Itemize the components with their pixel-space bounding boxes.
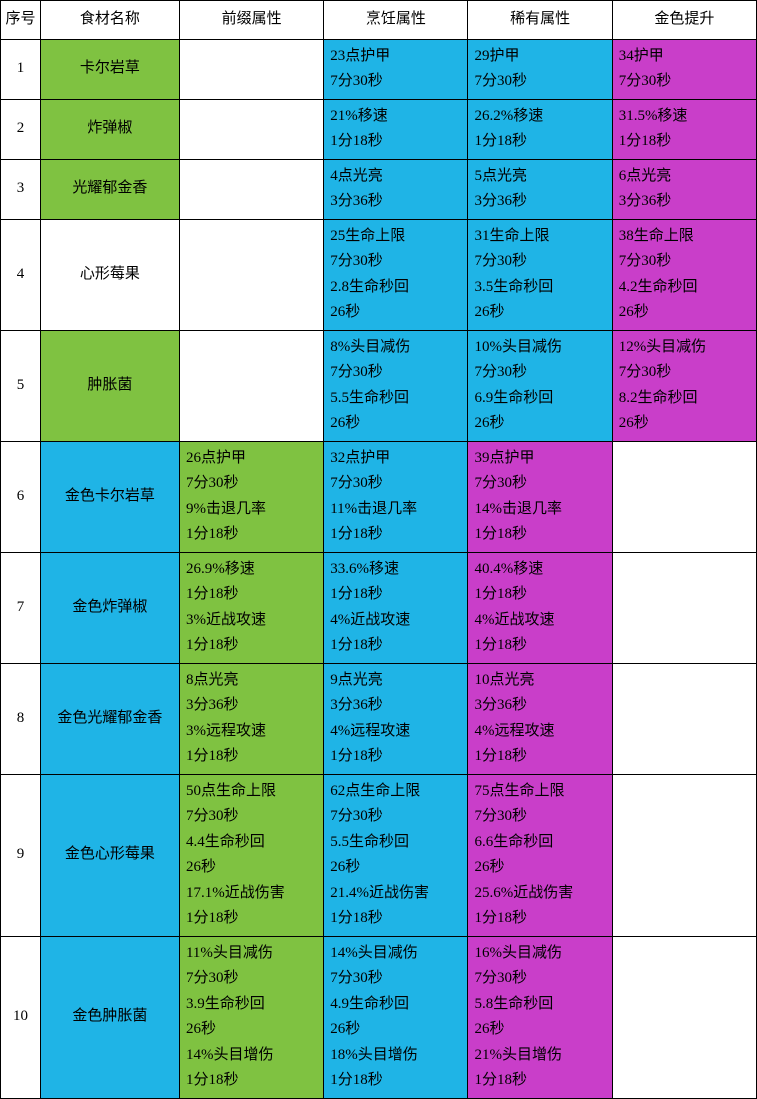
table-row: 1卡尔岩草 23点护甲7分30秒29护甲7分30秒34护甲7分30秒 [1, 39, 757, 99]
cook-attr: 62点生命上限7分30秒5.5生命秒回26秒21.4%近战伤害1分18秒 [324, 774, 468, 936]
rare-attr: 75点生命上限7分30秒6.6生命秒回26秒25.6%近战伤害1分18秒 [468, 774, 612, 936]
ingredient-name: 金色肿胀菌 [40, 936, 179, 1098]
header-prefix: 前缀属性 [179, 1, 323, 40]
cook-attr: 32点护甲7分30秒11%击退几率1分18秒 [324, 441, 468, 552]
rare-attr: 29护甲7分30秒 [468, 39, 612, 99]
prefix-attr: 26点护甲7分30秒9%击退几率1分18秒 [179, 441, 323, 552]
cook-attr: 14%头目减伤7分30秒4.9生命秒回26秒18%头目增伤1分18秒 [324, 936, 468, 1098]
header-gold: 金色提升 [612, 1, 756, 40]
table-row: 9金色心形莓果50点生命上限7分30秒4.4生命秒回26秒17.1%近战伤害1分… [1, 774, 757, 936]
table-row: 7金色炸弹椒26.9%移速1分18秒3%近战攻速1分18秒33.6%移速1分18… [1, 552, 757, 663]
gold-attr: 12%头目减伤7分30秒8.2生命秒回26秒 [612, 330, 756, 441]
ingredient-name: 光耀郁金香 [40, 159, 179, 219]
ingredient-name: 金色心形莓果 [40, 774, 179, 936]
table-row: 4心形莓果 25生命上限7分30秒2.8生命秒回26秒31生命上限7分30秒3.5… [1, 219, 757, 330]
gold-attr: 34护甲7分30秒 [612, 39, 756, 99]
cook-attr: 9点光亮3分36秒4%远程攻速1分18秒 [324, 663, 468, 774]
row-index: 7 [1, 552, 41, 663]
table-body: 1卡尔岩草 23点护甲7分30秒29护甲7分30秒34护甲7分30秒 2炸弹椒 21%… [1, 39, 757, 1098]
prefix-attr [179, 99, 323, 159]
prefix-attr [179, 330, 323, 441]
cook-attr: 4点光亮3分36秒 [324, 159, 468, 219]
ingredient-name: 肿胀菌 [40, 330, 179, 441]
rare-attr: 10点光亮3分36秒4%远程攻速1分18秒 [468, 663, 612, 774]
prefix-attr: 26.9%移速1分18秒3%近战攻速1分18秒 [179, 552, 323, 663]
row-index: 10 [1, 936, 41, 1098]
row-index: 2 [1, 99, 41, 159]
gold-attr: 6点光亮3分36秒 [612, 159, 756, 219]
cook-attr: 8%头目减伤7分30秒5.5生命秒回26秒 [324, 330, 468, 441]
row-index: 5 [1, 330, 41, 441]
header-name: 食材名称 [40, 1, 179, 40]
gold-attr [612, 936, 756, 1098]
gold-attr: 31.5%移速1分18秒 [612, 99, 756, 159]
ingredient-name: 炸弹椒 [40, 99, 179, 159]
ingredients-table: 序号 食材名称 前缀属性 烹饪属性 稀有属性 金色提升 1卡尔岩草 23点护甲7分… [0, 0, 757, 1099]
cook-attr: 21%移速1分18秒 [324, 99, 468, 159]
gold-attr [612, 552, 756, 663]
ingredient-name: 金色光耀郁金香 [40, 663, 179, 774]
row-index: 3 [1, 159, 41, 219]
cook-attr: 33.6%移速1分18秒4%近战攻速1分18秒 [324, 552, 468, 663]
prefix-attr [179, 39, 323, 99]
prefix-attr: 8点光亮3分36秒3%远程攻速1分18秒 [179, 663, 323, 774]
row-index: 8 [1, 663, 41, 774]
rare-attr: 5点光亮3分36秒 [468, 159, 612, 219]
table-row: 10金色肿胀菌11%头目减伤7分30秒3.9生命秒回26秒14%头目增伤1分18… [1, 936, 757, 1098]
row-index: 6 [1, 441, 41, 552]
prefix-attr: 50点生命上限7分30秒4.4生命秒回26秒17.1%近战伤害1分18秒 [179, 774, 323, 936]
prefix-attr [179, 159, 323, 219]
header-row: 序号 食材名称 前缀属性 烹饪属性 稀有属性 金色提升 [1, 1, 757, 40]
ingredient-name: 心形莓果 [40, 219, 179, 330]
ingredient-name: 金色卡尔岩草 [40, 441, 179, 552]
gold-attr [612, 441, 756, 552]
table-row: 2炸弹椒 21%移速1分18秒26.2%移速1分18秒31.5%移速1分18秒 [1, 99, 757, 159]
ingredient-name: 金色炸弹椒 [40, 552, 179, 663]
gold-attr [612, 663, 756, 774]
header-rare: 稀有属性 [468, 1, 612, 40]
row-index: 9 [1, 774, 41, 936]
rare-attr: 39点护甲7分30秒14%击退几率1分18秒 [468, 441, 612, 552]
table-row: 8金色光耀郁金香8点光亮3分36秒3%远程攻速1分18秒9点光亮3分36秒4%远… [1, 663, 757, 774]
rare-attr: 40.4%移速1分18秒4%近战攻速1分18秒 [468, 552, 612, 663]
ingredient-name: 卡尔岩草 [40, 39, 179, 99]
header-cook: 烹饪属性 [324, 1, 468, 40]
gold-attr: 38生命上限7分30秒4.2生命秒回26秒 [612, 219, 756, 330]
table-row: 5肿胀菌 8%头目减伤7分30秒5.5生命秒回26秒10%头目减伤7分30秒6.9… [1, 330, 757, 441]
header-idx: 序号 [1, 1, 41, 40]
rare-attr: 31生命上限7分30秒3.5生命秒回26秒 [468, 219, 612, 330]
cook-attr: 25生命上限7分30秒2.8生命秒回26秒 [324, 219, 468, 330]
rare-attr: 16%头目减伤7分30秒5.8生命秒回26秒21%头目增伤1分18秒 [468, 936, 612, 1098]
rare-attr: 26.2%移速1分18秒 [468, 99, 612, 159]
rare-attr: 10%头目减伤7分30秒6.9生命秒回26秒 [468, 330, 612, 441]
prefix-attr: 11%头目减伤7分30秒3.9生命秒回26秒14%头目增伤1分18秒 [179, 936, 323, 1098]
gold-attr [612, 774, 756, 936]
table-row: 3光耀郁金香 4点光亮3分36秒5点光亮3分36秒6点光亮3分36秒 [1, 159, 757, 219]
row-index: 1 [1, 39, 41, 99]
cook-attr: 23点护甲7分30秒 [324, 39, 468, 99]
row-index: 4 [1, 219, 41, 330]
table-row: 6金色卡尔岩草26点护甲7分30秒9%击退几率1分18秒32点护甲7分30秒11… [1, 441, 757, 552]
prefix-attr [179, 219, 323, 330]
